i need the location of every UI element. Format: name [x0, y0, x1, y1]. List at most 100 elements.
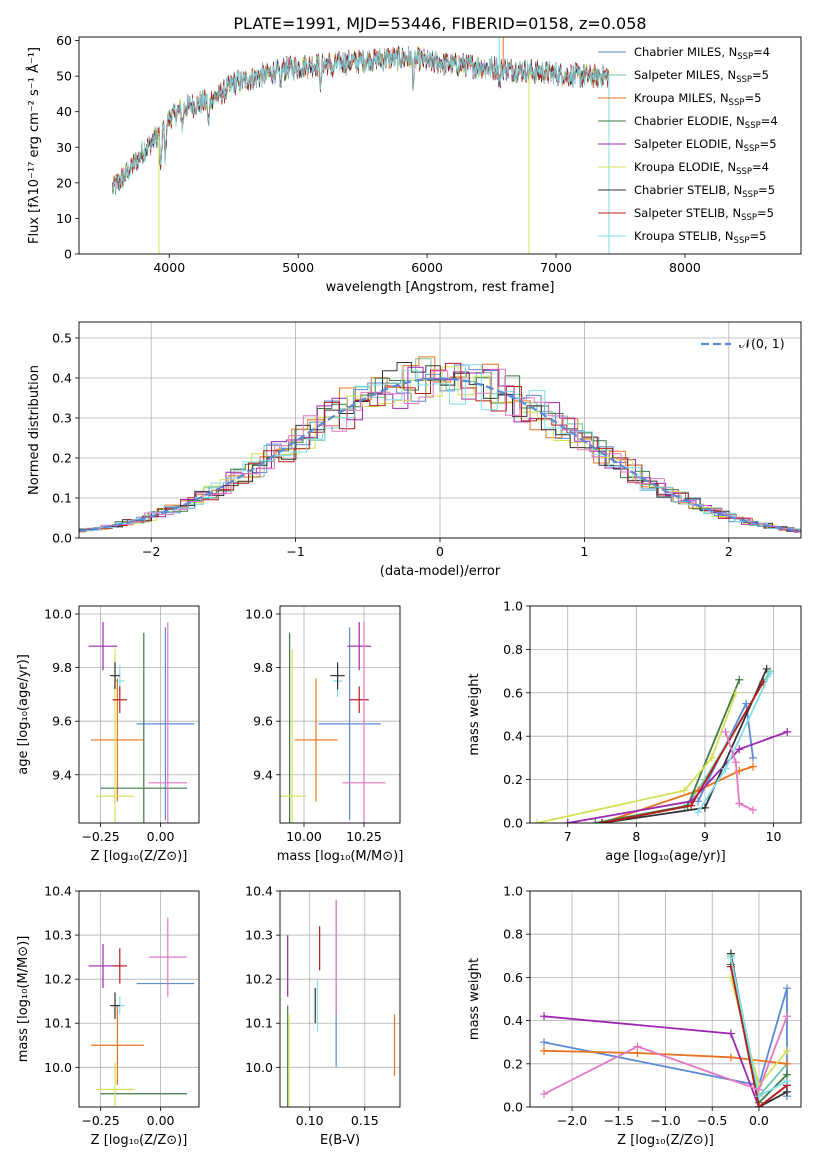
legend-label-text: Salpeter STELIB, N [634, 206, 741, 220]
weight-marker [540, 1046, 549, 1055]
x-tick-label: −1.0 [650, 1113, 680, 1128]
weight-marker [680, 786, 689, 795]
y-tick-label: 9.6 [253, 714, 273, 729]
weight-marker [591, 819, 600, 823]
y-tick-label: 10.4 [245, 884, 273, 899]
y-tick-label: 9.6 [52, 714, 72, 729]
legend-label-suffix: =5 [760, 137, 777, 151]
errorbar-point [110, 662, 120, 690]
plot-area [280, 622, 386, 823]
mass_vs_ebv-chart: 0.10 0.15 10.0 10.1 10.2 10.3 10.4 E(B-V) [245, 884, 401, 1148]
y-tick-label: 10.0 [245, 607, 273, 622]
y-tick-label: 0.2 [52, 451, 72, 466]
x-axis-label: (data-model)/error [380, 564, 501, 579]
weight-series [532, 688, 740, 823]
errorbar-point [136, 627, 195, 821]
y-axis-label: age [log₁₀(age/yr)] [16, 654, 31, 775]
y-tick-label: 30 [56, 140, 72, 155]
weight-line [567, 731, 788, 823]
weight-marker [694, 797, 703, 806]
legend-label: Kroupa ELODIE, NSSP=4 [634, 160, 769, 177]
x-tick-label: 7000 [540, 260, 572, 275]
spectrum-line [112, 46, 609, 194]
weight-series [721, 727, 757, 814]
x-tick-label: 9 [701, 829, 709, 844]
weight-marker [540, 1038, 549, 1047]
weight-marker [766, 669, 775, 678]
legend-label-suffix: =5 [749, 229, 766, 243]
weight-series [540, 1046, 791, 1068]
errorbar-point [349, 686, 369, 714]
y-tick-label: 10.2 [44, 972, 72, 987]
plot-area [112, 37, 610, 254]
x-axis-label: E(B-V) [320, 1133, 360, 1148]
legend-label-text: Salpeter MILES, N [634, 68, 736, 82]
weight-line [724, 731, 754, 811]
legend-label: Salpeter MILES, NSSP=5 [634, 68, 769, 85]
errorbar-point [95, 648, 135, 823]
y-axis-label: Flux [fλ10⁻¹⁷ erg cm⁻² s⁻¹ Å⁻¹] [26, 47, 42, 244]
y-tick-label: 0.5 [52, 331, 72, 346]
errorbar-point [294, 678, 338, 802]
weight-series [591, 675, 744, 823]
age_vs_mass-chart: 10.00 10.25 9.4 9.6 9.8 10.0 mass [log₁₀(M/M⊙)… [245, 605, 404, 864]
y-tick-label: 10 [56, 211, 72, 226]
y-tick-label: 0.2 [503, 772, 523, 787]
legend-label: Chabrier STELIB, NSSP=5 [634, 183, 775, 200]
x-tick-label: 10.25 [346, 829, 382, 844]
plot-area [88, 622, 195, 823]
errorbar-point [91, 1005, 144, 1085]
y-tick-label: 9.4 [52, 767, 72, 782]
mass_vs_Z-chart: −0.25 0.00 10.0 10.1 10.2 10.3 10.4 Z [log₁₀(Z/… [16, 884, 200, 1148]
weight-marker [782, 1012, 791, 1021]
y-tick-label: 1.0 [503, 599, 523, 614]
y-tick-label: 0.4 [503, 1013, 523, 1028]
legend-label-subscript: SSP [737, 52, 753, 62]
legend-label-subscript: SSP [729, 98, 745, 108]
y-tick-label: 1.0 [503, 884, 523, 899]
errorbar-point [280, 648, 307, 823]
x-tick-label: −0.25 [81, 1113, 119, 1128]
x-axis-label: Z [log₁₀(Z/Z⊙)] [91, 849, 188, 864]
plot-area [540, 949, 791, 1107]
plot-area [287, 899, 396, 1107]
weight-marker [721, 727, 730, 736]
errorbar-point [330, 662, 345, 690]
legend-label-text: Chabrier MILES, N [634, 45, 737, 59]
weight_vs_Z-chart: −2.0 −1.5 −1.0 −0.5 0.0 0.0 0.2 0.4 0.6 0.8 1.0 Z [… [467, 884, 802, 1148]
y-tick-label: 0.6 [503, 685, 523, 700]
x-axis-label: wavelength [Angstrom, rest frame] [326, 280, 555, 295]
x-tick-label: 6000 [411, 260, 443, 275]
weight-marker [694, 808, 703, 817]
errorbar-point [100, 632, 187, 823]
y-tick-label: 20 [56, 175, 72, 190]
weight-line [601, 668, 768, 823]
y-tick-label: 0.8 [503, 927, 523, 942]
weight-marker [762, 664, 771, 673]
weight-marker [707, 753, 716, 762]
legend-label: Salpeter ELODIE, NSSP=5 [634, 137, 777, 154]
weight-marker [598, 819, 607, 823]
y-axis-label: mass weight [467, 673, 482, 755]
weight-marker [731, 758, 740, 767]
weight-series [540, 1012, 791, 1099]
weight-series [726, 953, 791, 1101]
legend-label-subscript: SSP [734, 236, 750, 246]
legend-label-subscript: SSP [741, 213, 757, 223]
x-axis-label: mass [log₁₀(M/M⊙)] [277, 849, 404, 864]
weight-marker [748, 805, 757, 814]
y-tick-label: 10.0 [44, 607, 72, 622]
legend-label: Kroupa MILES, NSSP=5 [634, 91, 761, 108]
x-tick-label: 0.00 [147, 1113, 175, 1128]
y-tick-label: 9.4 [253, 767, 273, 782]
legend-label-suffix: =5 [757, 206, 774, 220]
x-tick-label: 7 [564, 829, 572, 844]
errorbar-point [112, 686, 127, 714]
weight-marker [726, 953, 735, 962]
weight-series [694, 669, 775, 817]
errorbar-point [342, 622, 386, 823]
y-tick-label: 10.1 [245, 1016, 273, 1031]
weight-line [536, 692, 737, 823]
legend-label-subscript: SSP [745, 121, 761, 131]
axes-frame [529, 605, 802, 824]
